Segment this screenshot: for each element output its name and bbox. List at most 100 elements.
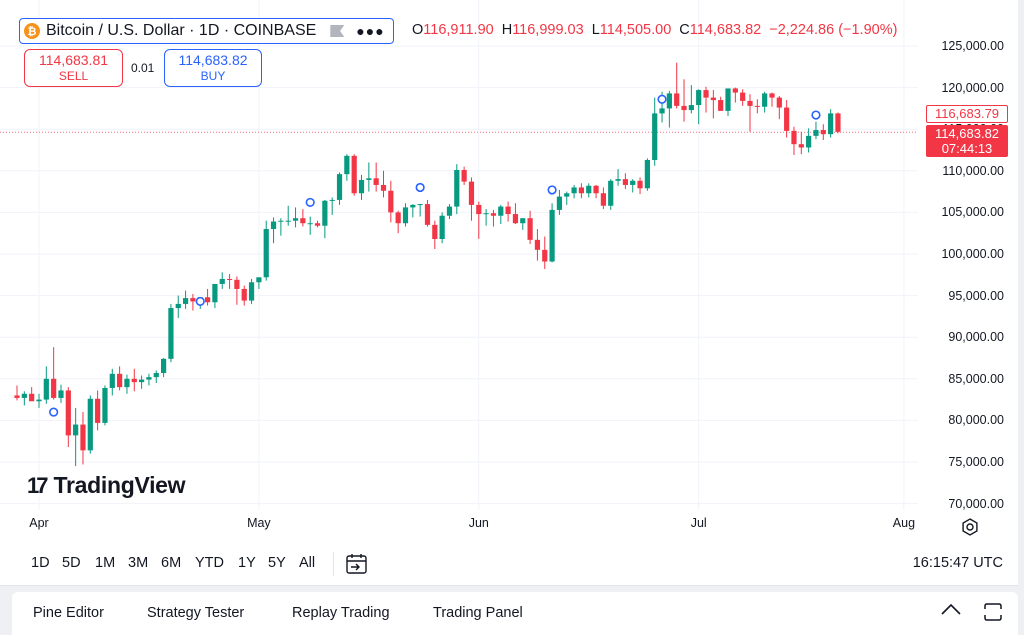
bar-countdown: 07:44:13 <box>941 141 993 156</box>
price-axis-label: 75,000.00 <box>948 455 1004 469</box>
candle-body <box>278 220 284 222</box>
candle-body <box>659 108 665 114</box>
chevron-up-icon[interactable] <box>940 601 962 617</box>
price-axis-label: 105,000.00 <box>941 205 1004 220</box>
candle-body <box>87 398 93 451</box>
range-toolbar: 1D 5D 1M 3M 6M YTD 1Y 5Y All 16:15:47 UT… <box>0 540 1018 585</box>
candle-body <box>153 372 159 378</box>
candle-body <box>314 223 321 226</box>
time-axis-label: Jul <box>690 516 707 530</box>
buy-label: BUY <box>200 69 226 83</box>
flag-icon[interactable] <box>330 25 345 37</box>
candle-body <box>373 178 379 185</box>
candle-body <box>168 308 174 359</box>
sell-button[interactable]: 114,683.81 SELL <box>24 49 123 87</box>
time-axis[interactable]: Apr May Jun Jul Aug <box>0 512 918 538</box>
price-axis-label: 95,000.00 <box>948 288 1004 303</box>
candle-body <box>14 395 20 398</box>
candle-body <box>696 90 702 106</box>
candle-body <box>476 204 482 215</box>
range-1d[interactable]: 1D <box>31 555 50 571</box>
right-edge-strip <box>1018 0 1024 635</box>
candle-body <box>681 105 687 111</box>
event-marker <box>415 182 425 193</box>
candle-body <box>190 298 196 302</box>
calendar-goto-icon[interactable] <box>345 553 369 575</box>
candle-body <box>58 390 64 398</box>
candle-body <box>820 130 826 135</box>
candle-body <box>285 220 291 222</box>
candle-body <box>109 373 115 388</box>
candlestick-chart[interactable] <box>0 0 918 510</box>
chart-panel[interactable]: ₿ Bitcoin / U.S. Dollar · 1D · COINBASE … <box>0 0 1018 586</box>
price-axis-label: 85,000.00 <box>948 371 1004 386</box>
tab-pine-editor[interactable]: Pine Editor <box>33 605 104 621</box>
range-1y[interactable]: 1Y <box>238 555 256 571</box>
candle-body <box>432 224 438 240</box>
settings-icon[interactable] <box>960 517 980 537</box>
candle-body <box>542 249 548 262</box>
candle-body <box>102 387 108 423</box>
time-axis-label: May <box>247 516 271 530</box>
price-axis[interactable]: 125,000.00120,000.00115,000.00110,000.00… <box>918 0 1018 511</box>
close-label: C <box>679 22 690 38</box>
event-marker <box>657 94 667 104</box>
symbol-title[interactable]: Bitcoin / U.S. Dollar · 1D · COINBASE <box>46 22 317 39</box>
candle-body <box>571 187 577 194</box>
sell-label: SELL <box>58 69 89 83</box>
candle-body <box>644 159 650 189</box>
maximize-icon[interactable] <box>983 603 1003 621</box>
symbol-legend[interactable]: ₿ Bitcoin / U.S. Dollar · 1D · COINBASE … <box>19 18 394 44</box>
tradingview-mark-icon: 17 <box>27 472 49 498</box>
candle-body <box>226 278 233 280</box>
range-all[interactable]: All <box>299 555 316 571</box>
event-marker <box>195 296 205 307</box>
range-divider <box>333 552 334 576</box>
candle-body <box>234 279 240 289</box>
tradingview-logo: 17 TradingView <box>27 472 186 499</box>
chart-plot-area[interactable] <box>0 0 918 510</box>
buy-button[interactable]: 114,683.82 BUY <box>164 49 262 87</box>
tab-replay-trading[interactable]: Replay Trading <box>292 605 390 621</box>
candle-body <box>740 92 746 101</box>
candle-body <box>29 393 35 402</box>
event-marker <box>547 185 557 195</box>
candle-body <box>527 218 533 240</box>
candle-body <box>703 90 709 98</box>
candle-body <box>446 206 453 216</box>
range-5d[interactable]: 5D <box>62 555 81 571</box>
candle-body <box>73 424 79 436</box>
range-ytd[interactable]: YTD <box>195 555 224 571</box>
low-label: L <box>591 22 600 38</box>
candle-body <box>329 199 335 201</box>
candle-body <box>512 214 519 224</box>
candle-body <box>688 105 694 111</box>
range-1m[interactable]: 1M <box>95 555 116 571</box>
range-5y[interactable]: 5Y <box>268 555 286 571</box>
candle-body <box>791 130 797 145</box>
candle-body <box>358 179 365 194</box>
candle-body <box>622 179 628 185</box>
candle-body <box>798 144 804 148</box>
change-value: −2,224.86 (−1.90%) <box>769 22 898 38</box>
price-axis-label: 110,000.00 <box>942 163 1004 178</box>
tab-trading-panel[interactable]: Trading Panel <box>433 605 523 621</box>
candle-body <box>388 190 394 213</box>
buy-price: 114,683.82 <box>178 52 248 68</box>
candle-body <box>784 107 790 131</box>
more-icon[interactable]: ●●● <box>356 23 385 39</box>
tab-strategy-tester[interactable]: Strategy Tester <box>147 605 245 621</box>
sell-price: 114,683.81 <box>38 52 109 68</box>
candle-body <box>498 206 504 216</box>
range-3m[interactable]: 3M <box>128 555 149 571</box>
utc-clock[interactable]: 16:15:47 UTC <box>912 555 1003 571</box>
low-value: 114,505.00 <box>599 22 672 38</box>
candle-body <box>813 130 819 136</box>
candle-body <box>139 379 145 383</box>
price-axis-label: 120,000.00 <box>941 80 1004 95</box>
candle-body <box>732 88 738 93</box>
candle-body <box>828 113 834 135</box>
candle-body <box>351 155 357 194</box>
candle-body <box>674 93 680 106</box>
range-6m[interactable]: 6M <box>161 555 182 571</box>
